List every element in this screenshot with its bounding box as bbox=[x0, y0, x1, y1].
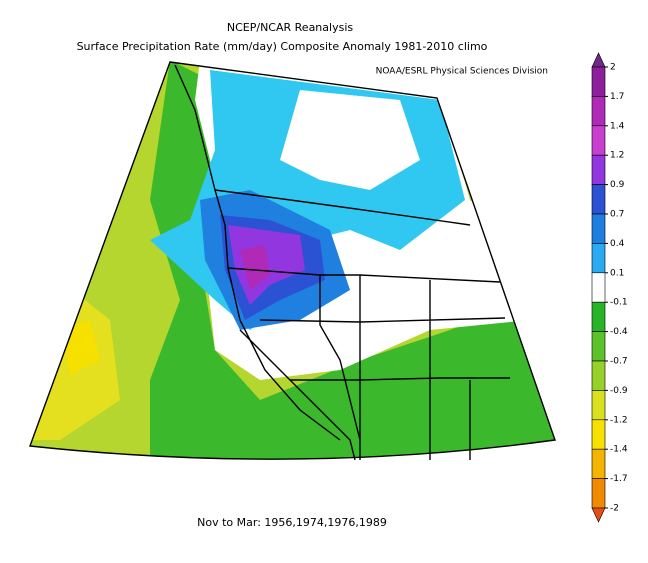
title-line: Surface Precipitation Rate (mm/day) Comp… bbox=[77, 40, 488, 53]
colorbar-label: -0.1 bbox=[610, 298, 628, 308]
anomaly-field bbox=[280, 90, 420, 190]
colorbar-box bbox=[591, 96, 606, 127]
colorbar-box bbox=[591, 243, 606, 274]
colorbar-box bbox=[591, 154, 606, 185]
colorbar-label: -0.4 bbox=[610, 327, 628, 337]
map-border bbox=[29, 61, 556, 460]
colorbar-arrow bbox=[591, 507, 606, 523]
colorbar-box bbox=[591, 184, 606, 215]
colorbar-label: -2 bbox=[610, 504, 619, 514]
border-line bbox=[214, 189, 471, 226]
colorbar-label: 0.4 bbox=[610, 239, 625, 249]
colorbar-label: -0.7 bbox=[610, 357, 628, 367]
colorbar-label: 1.2 bbox=[610, 151, 624, 161]
colorbar-box bbox=[591, 419, 606, 450]
colorbar-box bbox=[591, 301, 606, 332]
colorbar-box bbox=[591, 272, 606, 303]
colorbar-label: 0.7 bbox=[610, 210, 624, 220]
anomaly-field bbox=[240, 245, 270, 290]
colorbar-label: 0.1 bbox=[610, 268, 624, 278]
colorbar-box bbox=[591, 331, 606, 362]
caption: Nov to Mar: 1956,1974,1976,1989 bbox=[197, 516, 387, 529]
colorbar-label: -0.9 bbox=[610, 386, 628, 396]
colorbar-label: 1.4 bbox=[610, 121, 625, 131]
title-line: NCEP/NCAR Reanalysis bbox=[227, 21, 353, 34]
colorbar-box bbox=[591, 125, 606, 156]
colorbar-label: -1.4 bbox=[610, 445, 628, 455]
colorbar-label: -1.7 bbox=[610, 474, 628, 484]
colorbar-label: 0.9 bbox=[610, 180, 625, 190]
colorbar-box bbox=[591, 66, 606, 97]
anomaly-field bbox=[150, 62, 555, 460]
colorbar-box bbox=[591, 448, 606, 479]
colorbar: 2 1.7 1.4 1.2 0.9 0.7 0.4 0.1 -0.1 -0.4 -0.7 -0.9 -1… bbox=[591, 52, 628, 523]
colorbar-label: 1.7 bbox=[610, 92, 624, 102]
colorbar-box bbox=[591, 478, 606, 509]
coastline bbox=[174, 64, 341, 441]
colorbar-label: -1.2 bbox=[610, 415, 628, 425]
state-lines bbox=[227, 267, 510, 461]
credit: NOAA/ESRL Physical Sciences Division bbox=[376, 67, 548, 77]
colorbar-box bbox=[591, 213, 606, 244]
colorbar-box bbox=[591, 360, 606, 391]
colorbar-box bbox=[591, 390, 606, 421]
colorbar-label: 2 bbox=[610, 63, 616, 73]
colorbar-arrow bbox=[591, 52, 606, 68]
